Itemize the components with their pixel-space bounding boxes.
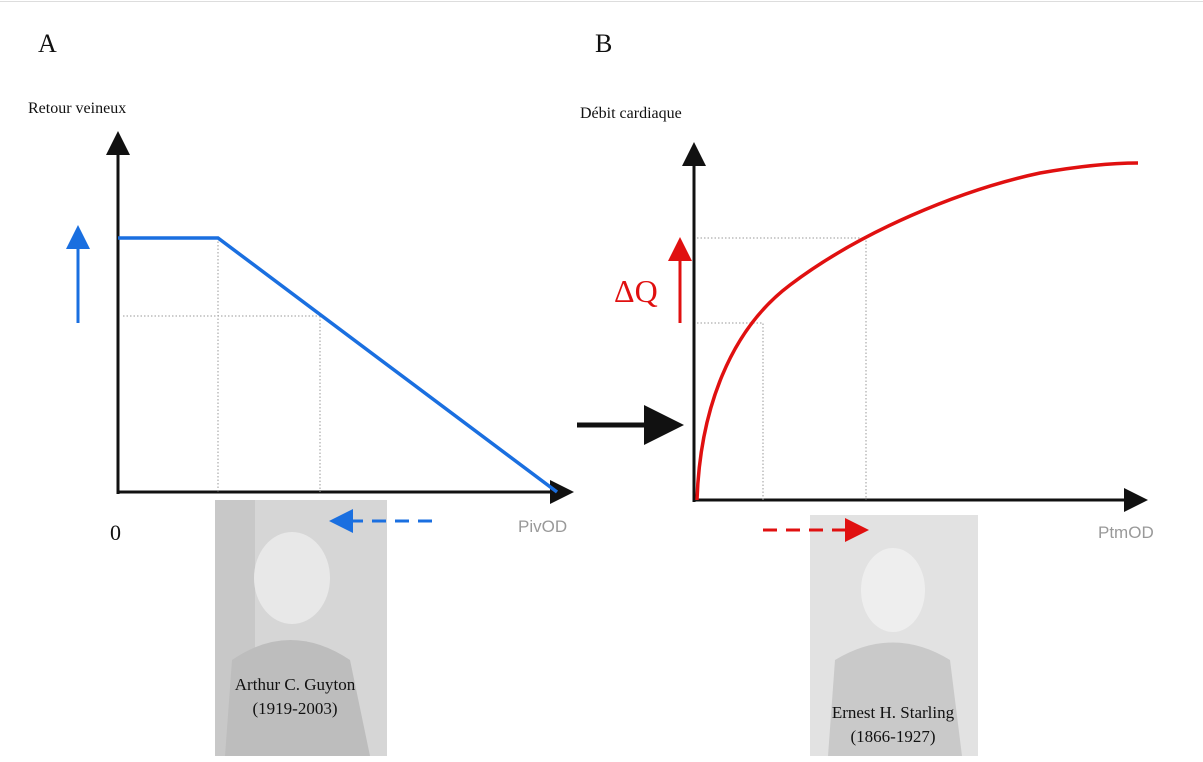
portrait-dates: (1919-2003)	[253, 699, 338, 718]
panel-b: B Débit cardiaque ΔQ PtmOD Ernest H. Sta…	[580, 29, 1154, 756]
origin-label: 0	[110, 520, 121, 545]
portrait-name: Ernest H. Starling	[832, 703, 955, 722]
starling-curve	[695, 161, 1139, 501]
portrait: Ernest H. Starling (1866-1927)	[810, 515, 978, 756]
venous-return-curve	[118, 236, 559, 494]
portrait: Arthur C. Guyton (1919-2003)	[215, 500, 387, 756]
guide-lines	[123, 238, 321, 492]
x-axis-label: PivOD	[518, 517, 567, 536]
portrait-name: Arthur C. Guyton	[235, 675, 356, 694]
panel-a: A Retour veineux 0 PivOD Arthur C. Guyto…	[28, 29, 574, 756]
portrait-dates: (1866-1927)	[851, 727, 936, 746]
guide-lines	[697, 237, 867, 500]
panel-letter: B	[595, 29, 612, 58]
delta-label: ΔQ	[614, 273, 658, 309]
x-axis-label: PtmOD	[1098, 523, 1154, 542]
y-axis-label: Retour veineux	[28, 100, 126, 117]
panel-letter: A	[38, 29, 57, 58]
y-axis-label: Débit cardiaque	[580, 105, 682, 122]
